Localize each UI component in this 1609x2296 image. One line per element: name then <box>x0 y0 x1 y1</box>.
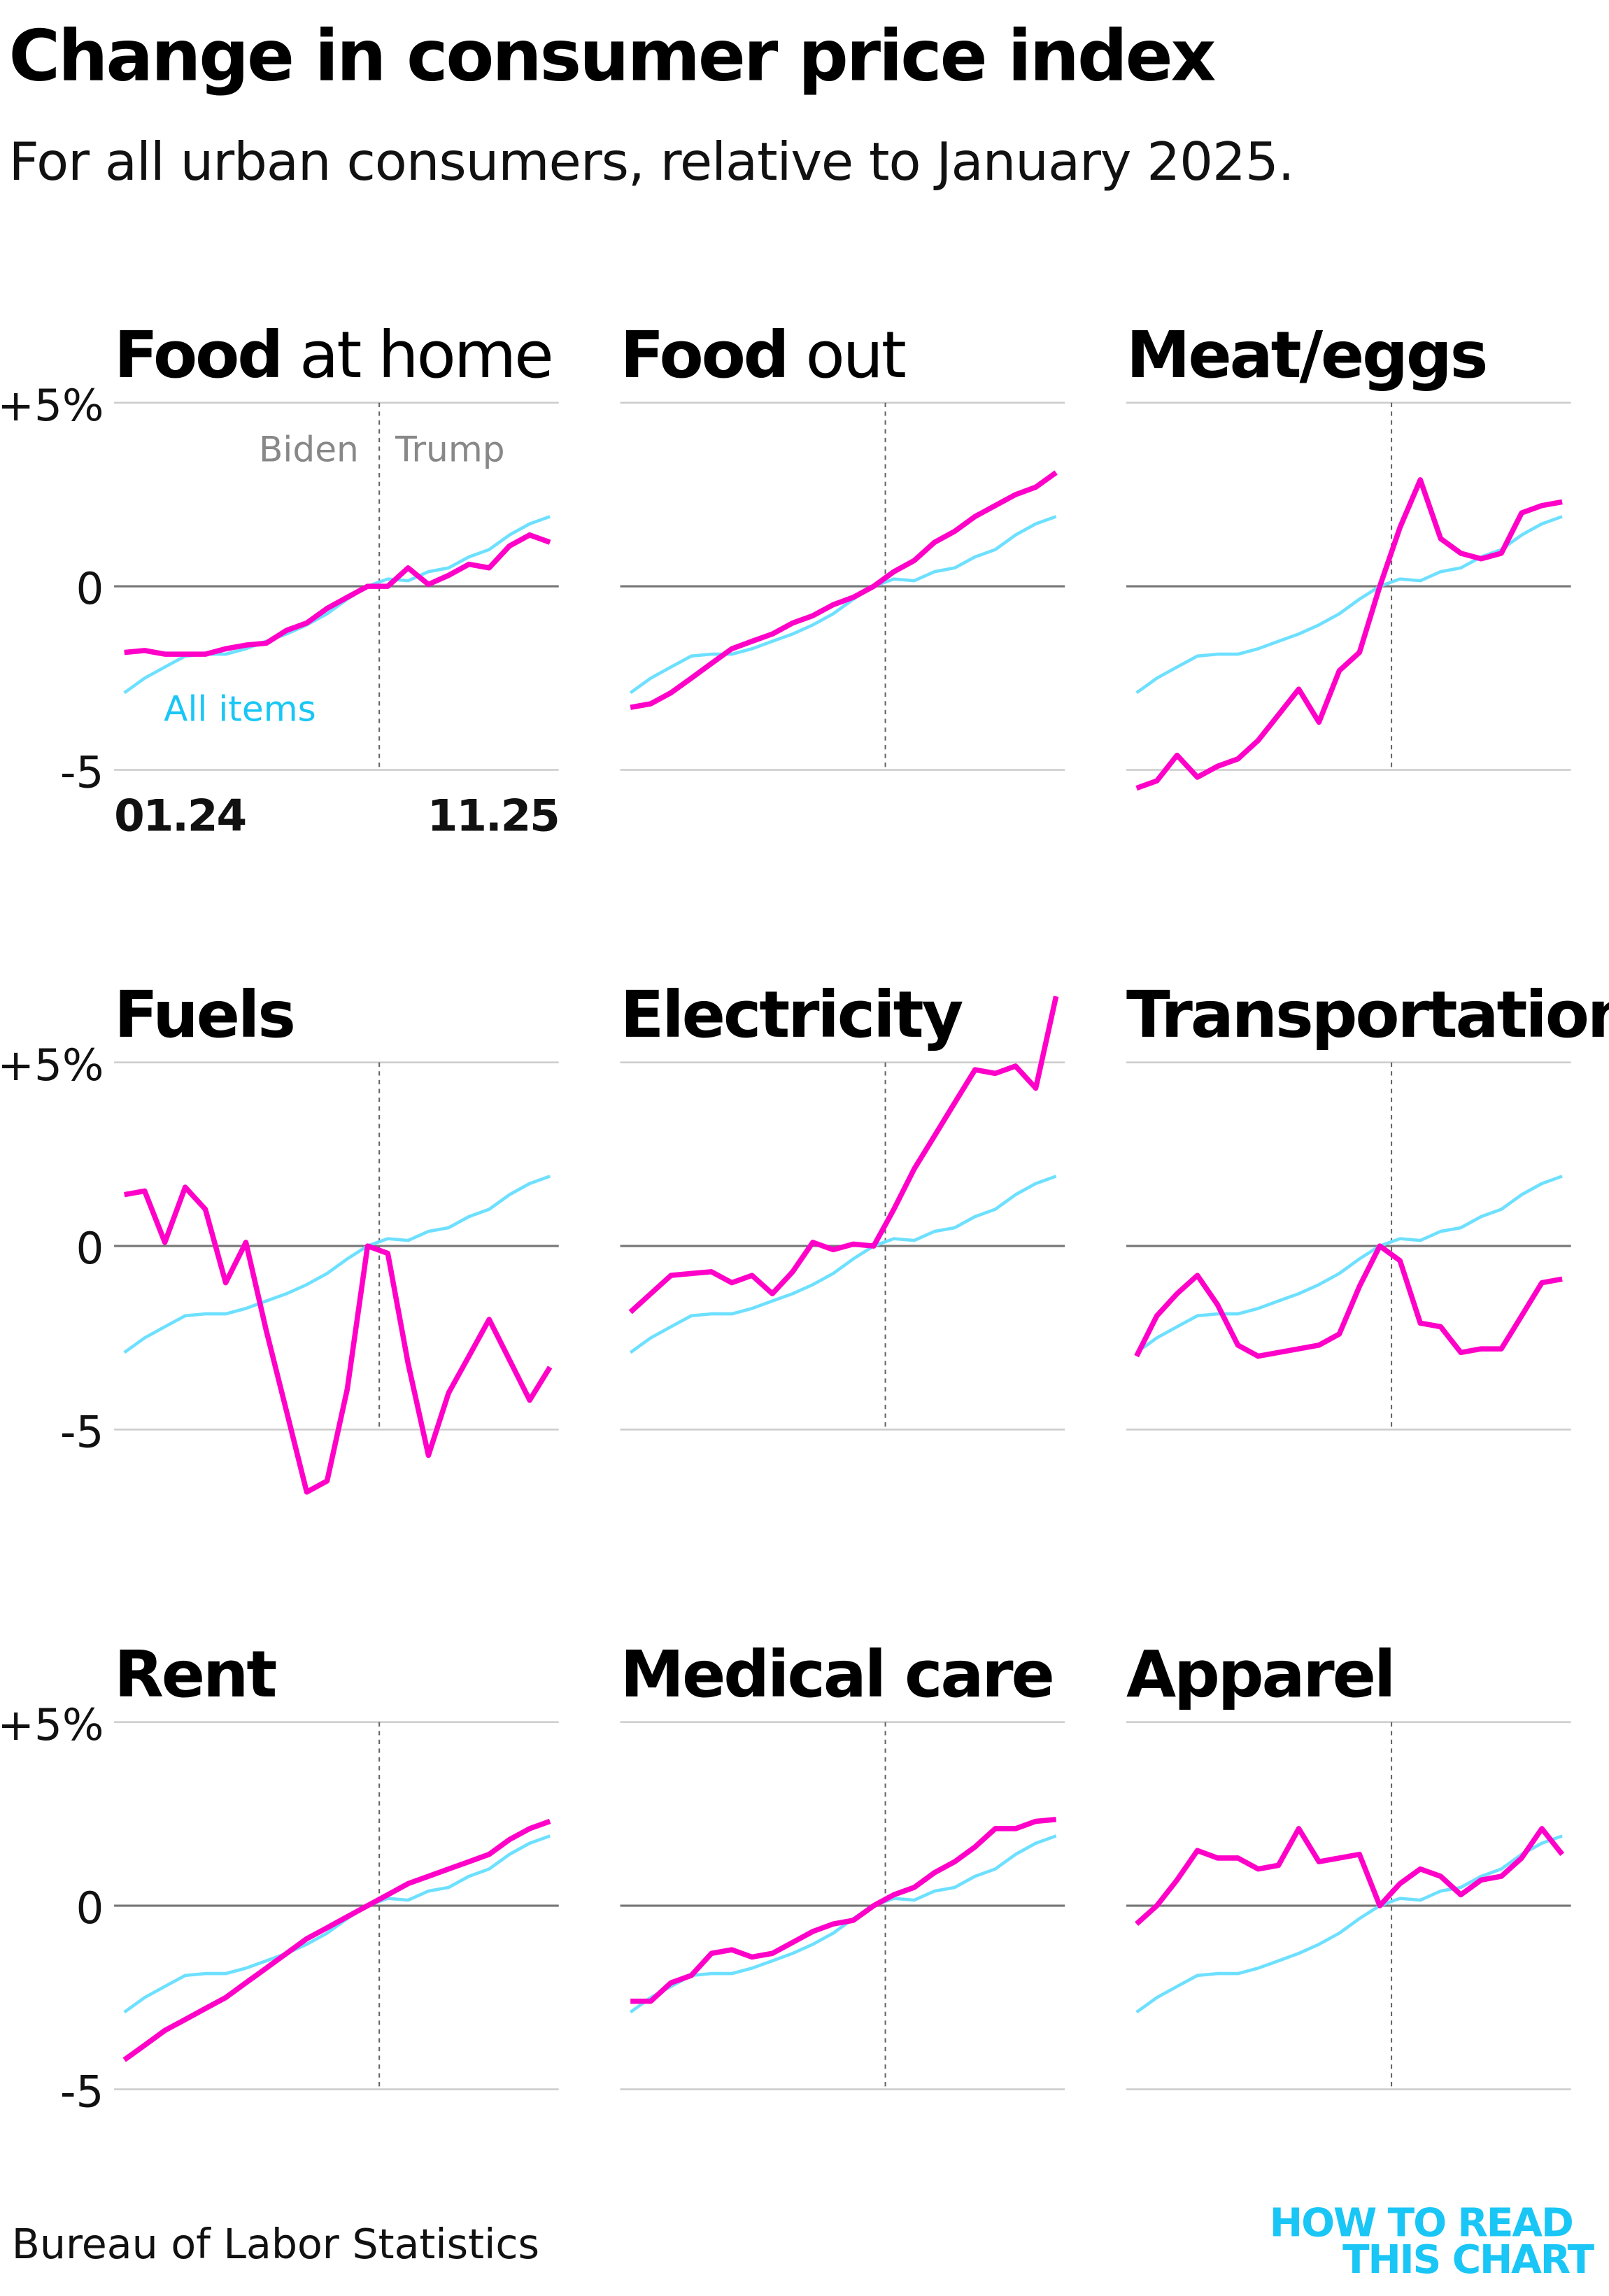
panel-title: Medical care <box>621 1637 1053 1712</box>
all-items-line <box>1135 1834 1563 2014</box>
y-tick-label: -5 <box>60 1407 104 1458</box>
y-tick-label: +5% <box>0 380 104 431</box>
category-line <box>1135 1826 1565 1927</box>
panel-title: Meat/eggs <box>1126 318 1486 392</box>
panel-rent: Rent+5% 0 -5 <box>0 1637 559 2118</box>
panel-title-bold: Apparel <box>1126 1637 1394 1712</box>
panel-title: Transportation <box>1126 977 1609 1052</box>
panel-title-bold: Transportation <box>1126 977 1609 1052</box>
panel-title: Electricity <box>621 977 963 1052</box>
panel-title-bold: Food <box>621 318 788 392</box>
panel-title: Fuels <box>114 977 294 1052</box>
category-line <box>628 995 1059 1314</box>
panel-apparel: Apparel <box>1126 1637 1571 2090</box>
y-tick-label: 0 <box>76 1883 104 1934</box>
how-to-read-this-chart-logo: HOW TO READ THIS CHART <box>1270 2201 1596 2283</box>
all-items-line <box>123 1175 551 1354</box>
category-line <box>1135 477 1563 791</box>
panel-title: Rent <box>114 1637 276 1712</box>
panel-meat-eggs: Meat/eggs <box>1126 318 1571 791</box>
all-items-line <box>629 515 1057 695</box>
y-tick-label: -5 <box>60 2067 104 2118</box>
panel-medical-care: Medical care <box>621 1637 1065 2090</box>
y-tick-label: 0 <box>76 563 104 614</box>
trump-label: Trump <box>395 428 504 469</box>
panel-title-rest: at home <box>281 318 552 392</box>
chart-subtitle: For all urban consumers, relative to Jan… <box>9 131 1294 192</box>
category-line <box>124 1184 553 1495</box>
category-line <box>630 1816 1056 2004</box>
y-tick-label: -5 <box>60 747 104 798</box>
all-items-label: All items <box>164 688 316 729</box>
all-items-line <box>1135 515 1563 695</box>
category-line <box>124 532 551 657</box>
panel-fuels: Fuels+5% 0 -5 <box>0 977 559 1495</box>
x-end-label: 11.25 <box>427 790 559 841</box>
all-items-line <box>123 1834 551 2014</box>
y-tick-label: 0 <box>76 1223 104 1274</box>
y-tick-label: +5% <box>0 1040 104 1091</box>
logo-line-1: HOW TO READ <box>1270 2201 1573 2246</box>
panel-transportation: Transportation <box>1126 977 1609 1431</box>
panel-title-bold: Electricity <box>621 977 963 1052</box>
panel-food: Food out <box>621 318 1065 771</box>
source-credit: Bureau of Labor Statistics <box>12 2220 539 2268</box>
panel-title-bold: Rent <box>114 1637 276 1712</box>
panel-title-bold: Medical care <box>621 1637 1053 1712</box>
logo-line-2: THIS CHART <box>1342 2237 1594 2283</box>
panel-title-bold: Food <box>114 318 281 392</box>
panel-electricity: Electricity <box>621 977 1065 1431</box>
panel-title-bold: Meat/eggs <box>1126 318 1486 392</box>
panel-title: Food at home <box>114 318 552 392</box>
all-items-line <box>1135 1175 1563 1354</box>
x-start-label: 01.24 <box>114 790 246 841</box>
biden-label: Biden <box>259 428 359 469</box>
chart-title: Change in consumer price index <box>9 15 1216 97</box>
panel-title-rest: out <box>787 318 905 392</box>
panel-title: Food out <box>621 318 905 392</box>
category-line <box>630 470 1058 710</box>
category-line <box>1134 1243 1563 1359</box>
panel-title-bold: Fuels <box>114 977 294 1052</box>
panel-title: Apparel <box>1126 1637 1394 1712</box>
all-items-line <box>629 1834 1057 2014</box>
all-items-line <box>629 1175 1057 1354</box>
y-tick-label: +5% <box>0 1699 104 1750</box>
category-line <box>122 1818 551 2062</box>
